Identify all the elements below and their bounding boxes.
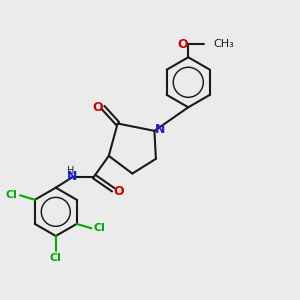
- Text: N: N: [154, 123, 165, 136]
- Text: Cl: Cl: [6, 190, 18, 200]
- Text: CH₃: CH₃: [213, 39, 234, 49]
- Text: Cl: Cl: [50, 253, 62, 263]
- Text: Cl: Cl: [94, 223, 106, 233]
- Text: H: H: [67, 166, 74, 176]
- Text: O: O: [178, 38, 188, 50]
- Text: O: O: [114, 185, 124, 198]
- Text: N: N: [67, 170, 77, 183]
- Text: O: O: [92, 101, 103, 114]
